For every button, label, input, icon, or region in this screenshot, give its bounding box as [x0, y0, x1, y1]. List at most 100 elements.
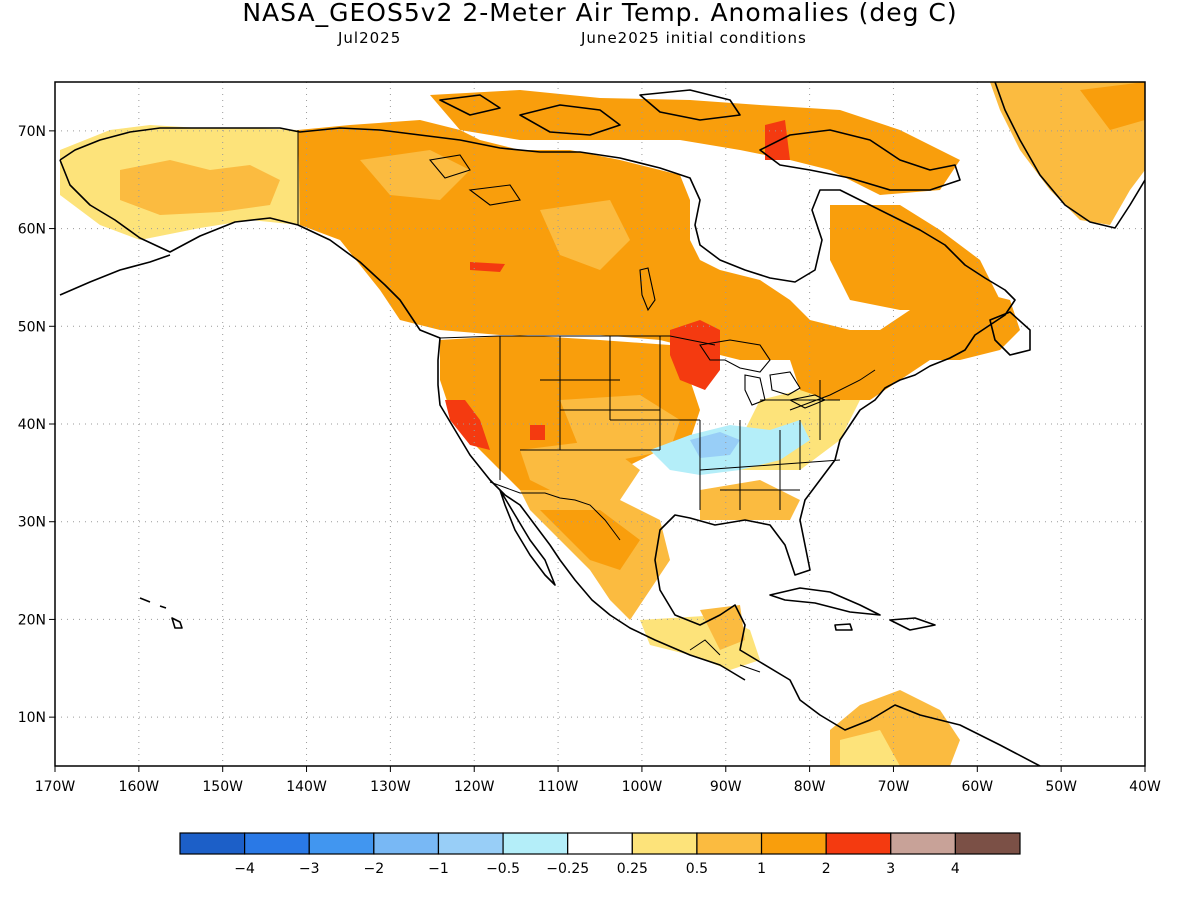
- colorbar-swatch: [437, 832, 504, 855]
- great-lakes-hot: [670, 320, 720, 390]
- jamaica: [834, 623, 853, 631]
- lon-tick-label: 70W: [878, 779, 910, 795]
- longitude-labels: 170W 160W 150W 140W 130W 120W 110W 100W 90W 80W 70…: [35, 766, 1161, 795]
- colorbar-swatch: [696, 832, 763, 855]
- lon-tick-label: 100W: [622, 779, 663, 795]
- us-state-lines: [499, 336, 841, 510]
- hispaniola: [889, 617, 936, 631]
- south-america-light: [840, 730, 900, 766]
- nevada-hot: [530, 425, 545, 440]
- lon-tick-label: 90W: [710, 779, 742, 795]
- latitude-labels: 70N 60N 50N 40N 30N 20N 10N: [18, 124, 55, 726]
- great-lakes: [699, 339, 827, 409]
- pacific-coastline: [297, 224, 746, 681]
- colorbar-swatch: [308, 832, 375, 855]
- us-east-warm: [700, 480, 800, 520]
- north-america-coastline: [59, 127, 1041, 766]
- lat-tick-label: 50N: [18, 319, 46, 335]
- lon-tick-label: 80W: [794, 779, 826, 795]
- colorbar-swatch: [631, 832, 698, 855]
- lat-tick-label: 10N: [18, 710, 46, 726]
- lon-tick-label: 170W: [35, 779, 76, 795]
- colorbar-label: 2: [822, 861, 831, 877]
- greenland-coastline: [994, 82, 1145, 229]
- colorbar-swatch: [502, 832, 569, 855]
- colorbar-label: −1: [428, 861, 449, 877]
- colorbar-label: 0.5: [686, 861, 708, 877]
- colorbar-label: 0.25: [617, 861, 648, 877]
- baffin-island: [759, 129, 961, 191]
- canada-warm: [298, 120, 1020, 380]
- quebec-warm: [830, 205, 1000, 310]
- hudson-bay: [690, 165, 820, 280]
- great-bear-lake: [428, 154, 471, 179]
- lakes: [428, 154, 827, 409]
- arctic-archipelago-2: [639, 89, 741, 121]
- lon-tick-label: 110W: [538, 779, 579, 795]
- northeast-warm: [790, 355, 900, 400]
- map-title: NASA_GEOS5v2 2-Meter Air Temp. Anomalies…: [242, 0, 958, 27]
- baja-coastline: [499, 489, 556, 586]
- colorbar-label: 4: [951, 861, 960, 877]
- mexico-orange: [540, 510, 640, 570]
- coastlines: [59, 82, 1145, 766]
- colorbar-label: −4: [234, 861, 255, 877]
- colorbar-label: 1: [757, 861, 766, 877]
- lon-tick-label: 140W: [286, 779, 327, 795]
- great-slave-lake: [468, 184, 521, 206]
- forecast-month: Jul2025: [338, 29, 402, 47]
- colorbar-label: −0.25: [546, 861, 589, 877]
- colorbar-label: 3: [886, 861, 895, 877]
- anomaly-shading: [60, 82, 1145, 766]
- newfoundland: [989, 311, 1031, 356]
- lon-tick-label: 50W: [1045, 779, 1077, 795]
- california-hot: [445, 400, 490, 450]
- colorbar-label: −3: [299, 861, 320, 877]
- arctic-archipelago-1: [519, 104, 621, 136]
- alaska-coastline: [59, 159, 299, 253]
- colorbar-swatch: [954, 832, 1021, 855]
- initial-conditions-label: June2025 initial conditions: [581, 29, 807, 47]
- canada-light-interior: [360, 150, 470, 200]
- us-mexico-border: [489, 481, 621, 541]
- lon-tick-label: 60W: [961, 779, 993, 795]
- colorbar-label: −2: [364, 861, 385, 877]
- colorbar: [179, 832, 1021, 855]
- alaska-warm: [120, 160, 280, 215]
- colorbar-swatch: [179, 832, 246, 855]
- colorbar-label: −0.5: [486, 861, 520, 877]
- lon-tick-label: 160W: [119, 779, 160, 795]
- lon-tick-label: 40W: [1129, 779, 1161, 795]
- lat-tick-label: 20N: [18, 612, 46, 628]
- yucatan-warm: [700, 605, 745, 650]
- colorbar-swatch: [244, 832, 310, 855]
- colorbar-swatch: [825, 832, 892, 855]
- lat-tick-label: 60N: [18, 222, 46, 238]
- lon-tick-label: 120W: [454, 779, 495, 795]
- us-central-warm: [560, 395, 680, 460]
- arctic-archipelago-3: [439, 94, 501, 116]
- greenland-east: [1080, 82, 1145, 130]
- colorbar-swatch: [890, 832, 956, 855]
- lat-tick-label: 40N: [18, 417, 46, 433]
- colorbar-swatch: [567, 832, 633, 855]
- political-borders: [297, 130, 876, 673]
- cuba: [769, 587, 881, 616]
- canada-light-prairie: [540, 200, 630, 270]
- lat-tick-label: 70N: [18, 124, 46, 140]
- prairie-hot: [470, 262, 505, 272]
- colorbar-swatch: [760, 832, 827, 855]
- colorbar-labels: −4 −3 −2 −1 −0.5 −0.25 0.25 0.5 1 2 3 4: [234, 861, 960, 877]
- colorbar-swatch: [373, 832, 440, 855]
- lake-winnipeg: [639, 267, 656, 312]
- lat-lon-grid: [55, 82, 1145, 766]
- aleutians: [59, 254, 171, 296]
- midwest-cool-core: [690, 432, 740, 458]
- hawaii: [139, 597, 183, 629]
- central-america-borders: [689, 639, 761, 673]
- arctic-islands-warm: [430, 90, 960, 195]
- lon-tick-label: 150W: [202, 779, 243, 795]
- arctic-hot: [765, 120, 790, 160]
- lon-tick-label: 130W: [370, 779, 411, 795]
